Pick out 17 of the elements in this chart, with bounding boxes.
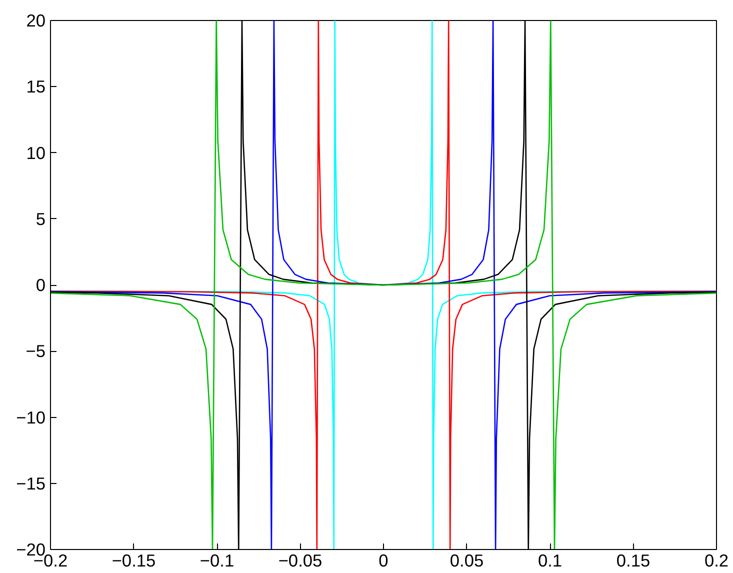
x-tick-label: −0.15	[112, 550, 156, 570]
y-tick-label: 15	[26, 76, 46, 97]
y-tick-label: 5	[36, 208, 46, 229]
y-tick-label: 20	[26, 10, 46, 30]
x-tick-label: 0.1	[538, 550, 562, 570]
y-tick-label: 10	[26, 142, 46, 163]
line-series	[50, 20, 716, 550]
x-tick-label: −0.05	[278, 550, 322, 570]
x-tick-label: 0.05	[450, 550, 484, 570]
y-tick-label: 0	[36, 275, 46, 295]
y-tick-label: −5	[26, 341, 46, 362]
x-tick-label: 0.2	[704, 550, 729, 570]
x-tick-label: 0.15	[616, 550, 650, 570]
x-tick-label: −0.1	[200, 550, 234, 570]
y-tick-label: −10	[16, 407, 46, 428]
x-tick-label: 0	[378, 550, 388, 570]
y-tick-label: −15	[16, 473, 46, 494]
